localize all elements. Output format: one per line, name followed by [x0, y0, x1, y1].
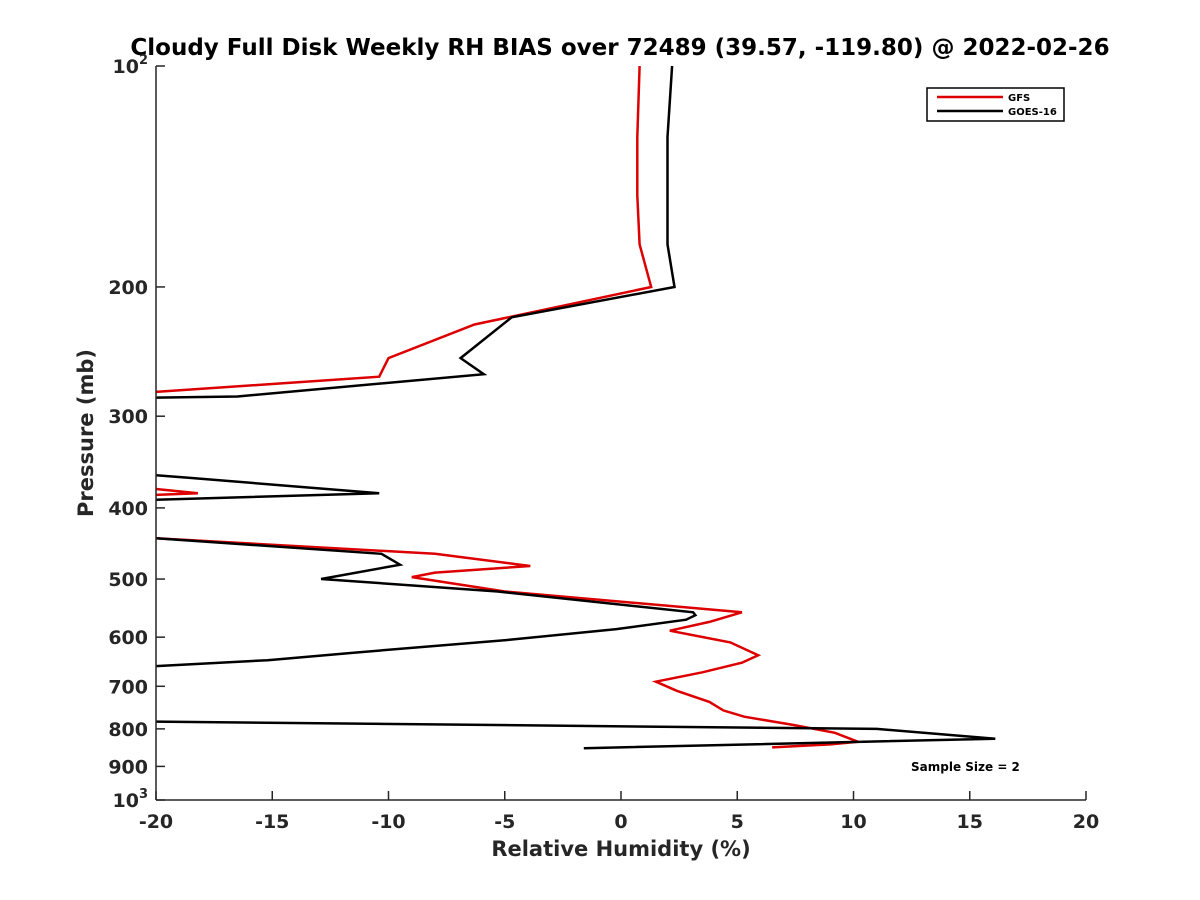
legend-box [926, 87, 1065, 122]
legend: GFS GOES-16 [926, 87, 1065, 122]
series-layer [155, 65, 996, 750]
y-tick-label: 300 [108, 406, 148, 428]
series-1-segment-2 [155, 537, 698, 668]
series-0-segment-1 [155, 487, 199, 497]
legend-label-gfs: GFS [1008, 93, 1030, 104]
sample-size-annotation: Sample Size = 2 [911, 760, 1020, 774]
x-tick-label: 15 [957, 811, 983, 833]
x-tick-label: 10 [840, 811, 866, 833]
series-1-segment-1 [155, 473, 380, 502]
x-ticks: -20 -15 -10 -5 0 5 10 15 20 [139, 791, 1099, 833]
series-1-segment-0 [155, 65, 676, 399]
y-axis-label: Pressure (mb) [74, 349, 98, 517]
legend-label-goes16: GOES-16 [1008, 107, 1057, 118]
chart-title: Cloudy Full Disk Weekly RH BIAS over 724… [130, 35, 1109, 61]
x-tick-label: 0 [614, 811, 627, 833]
y-tick-label: 400 [108, 498, 148, 520]
y-tick-label: 900 [108, 756, 148, 778]
x-tick-label: 20 [1073, 811, 1099, 833]
x-axis-label: Relative Humidity (%) [491, 837, 750, 861]
x-tick-label: -10 [371, 811, 405, 833]
y-tick-exponent: 3 [139, 787, 148, 802]
x-tick-label: 5 [731, 811, 744, 833]
x-tick-label: -20 [139, 811, 173, 833]
y-tick-label: 800 [108, 719, 148, 741]
x-tick-label: -15 [255, 811, 289, 833]
y-tick-label: 500 [108, 569, 148, 591]
y-tick-label: 700 [108, 676, 148, 698]
series-0-segment-0 [155, 65, 653, 394]
y-tick-exponent: 2 [139, 53, 148, 68]
series-1-segment-3 [155, 720, 996, 750]
x-tick-label: -5 [494, 811, 515, 833]
y-tick-label: 600 [108, 627, 148, 649]
y-tick-label: 200 [108, 277, 148, 299]
